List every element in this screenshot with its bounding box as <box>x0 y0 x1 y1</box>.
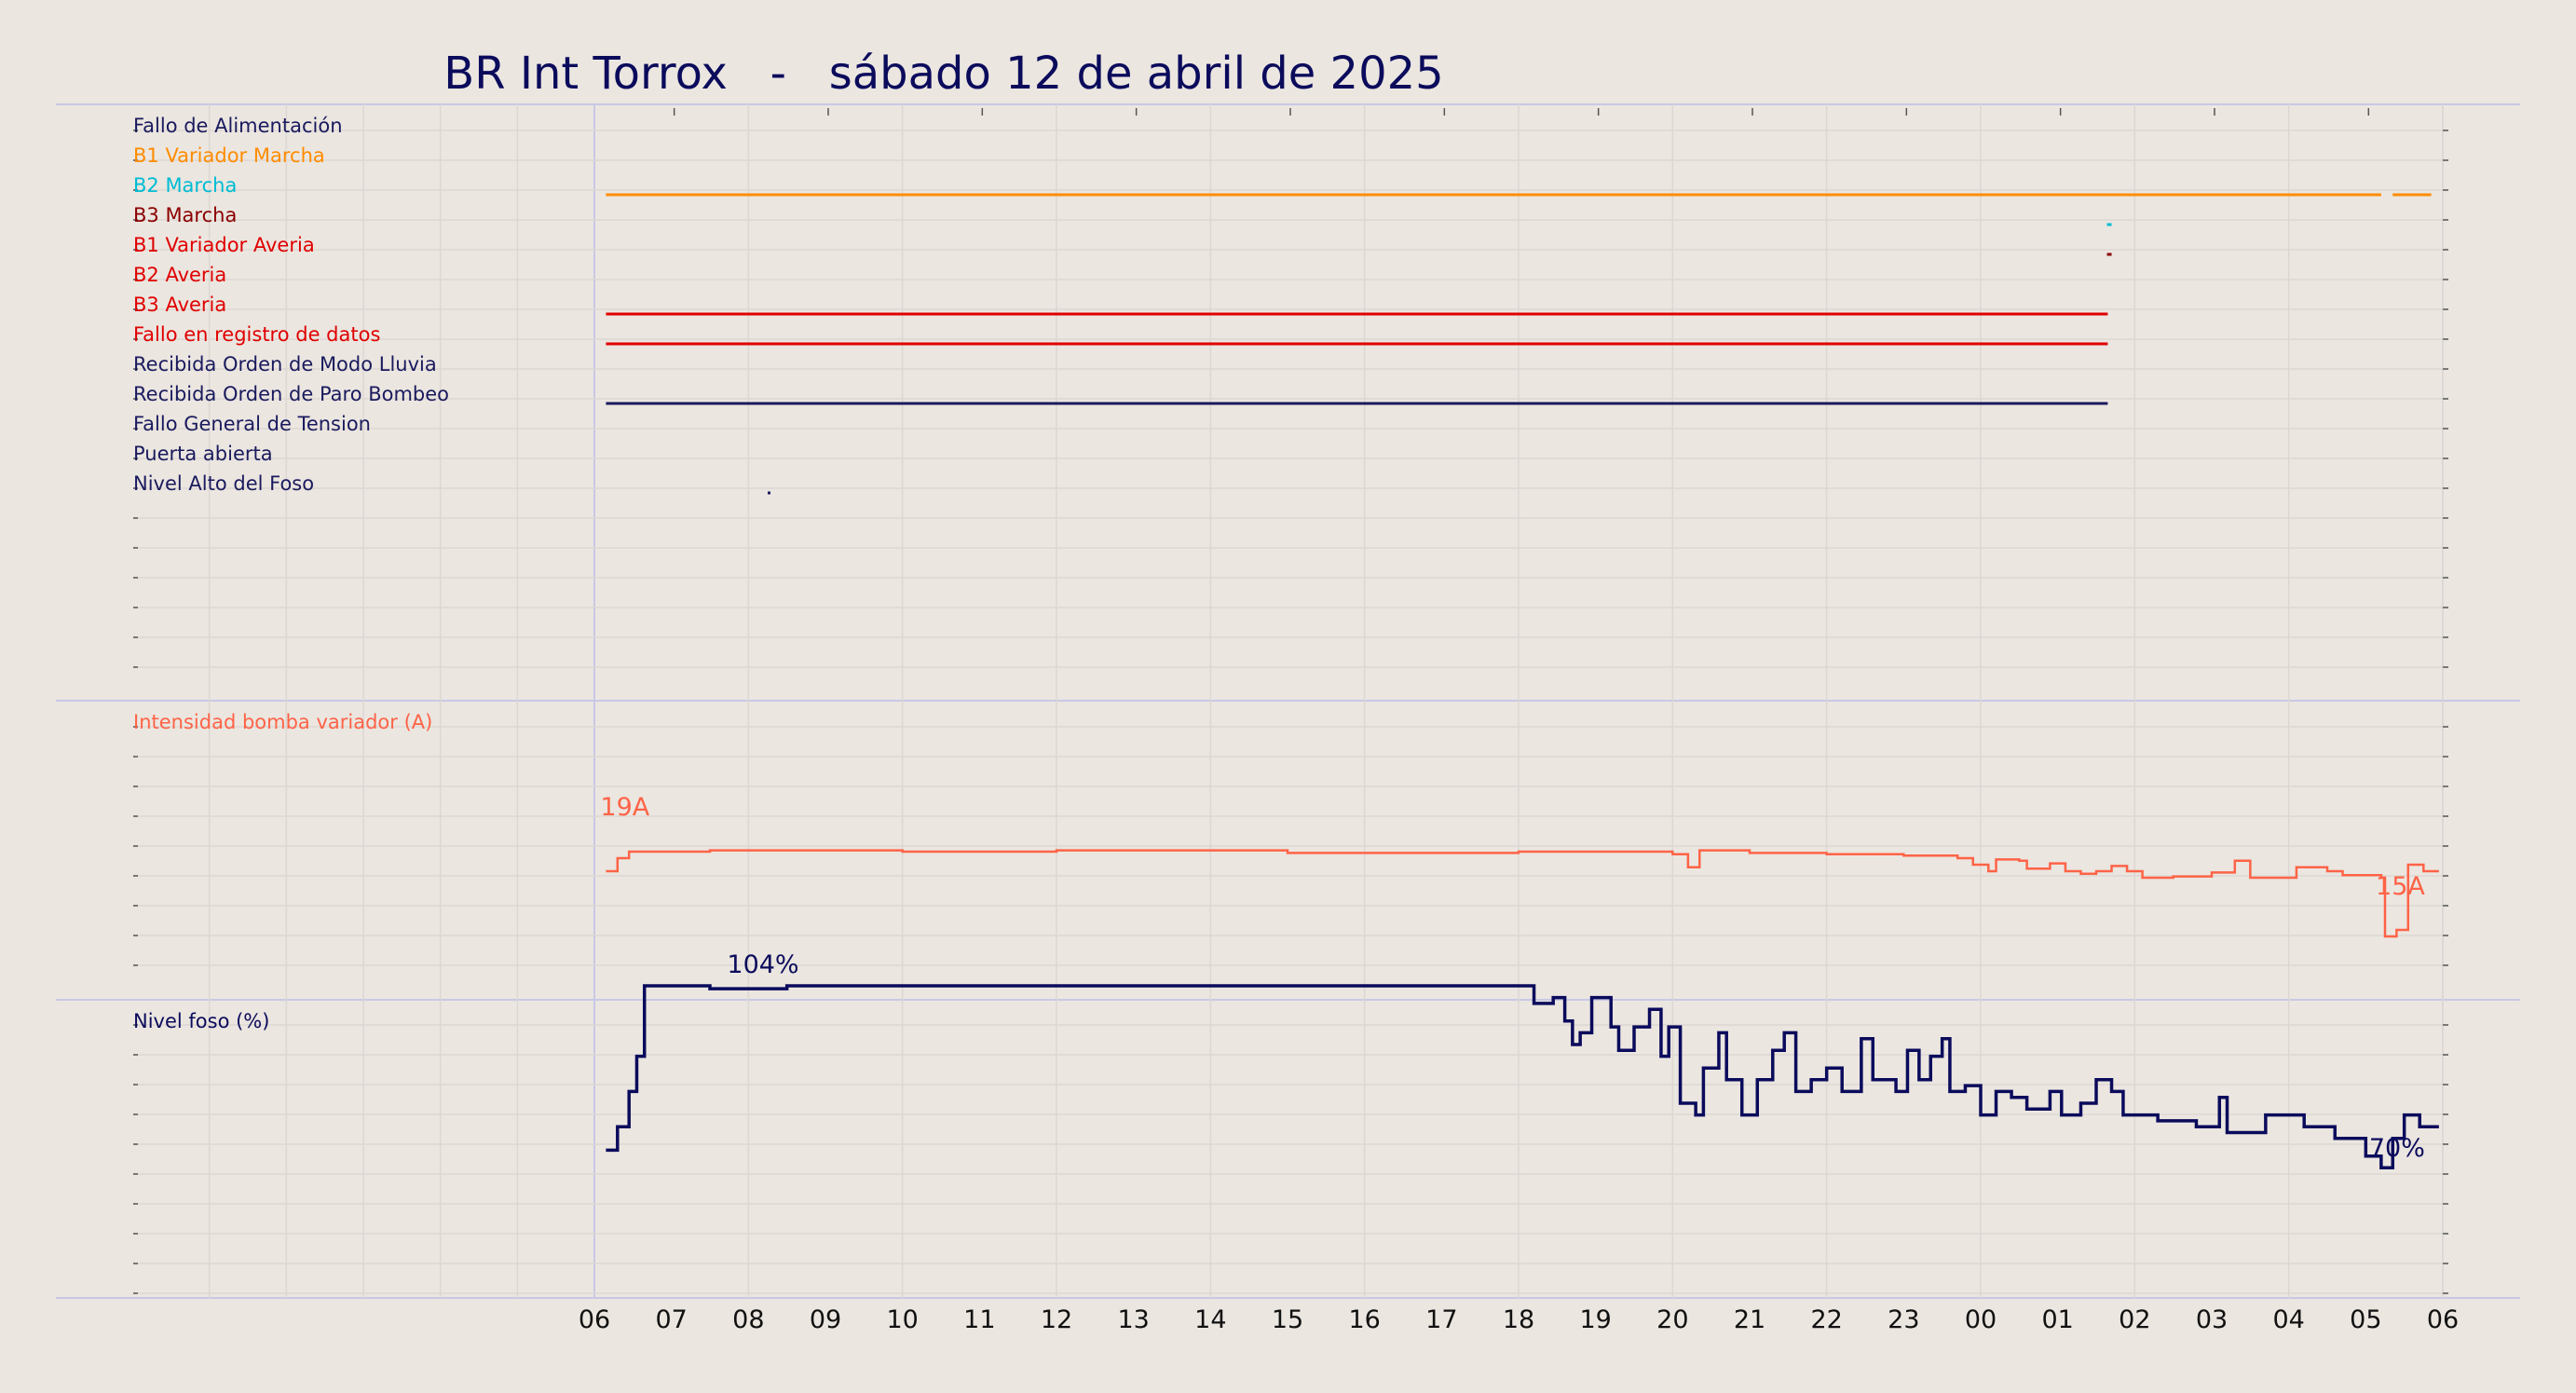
grid <box>133 104 2448 1298</box>
x-tick-label: 09 <box>810 1305 841 1334</box>
signal-label: B1 Variador Marcha <box>133 144 325 167</box>
signal-label: Nivel Alto del Foso <box>133 472 314 495</box>
x-tick-label: 10 <box>886 1305 918 1334</box>
x-tick-label: 07 <box>655 1305 687 1334</box>
signal-label: Fallo de Alimentación <box>133 115 343 137</box>
x-tick-label: 05 <box>2350 1305 2381 1334</box>
x-tick-label: 18 <box>1503 1305 1534 1334</box>
signal-label: Puerta abierta <box>133 443 273 465</box>
x-tick-label: 03 <box>2196 1305 2228 1334</box>
end-value-label: 15A <box>2376 872 2425 901</box>
signal-label: Fallo General de Tension <box>133 413 371 435</box>
signal-label: B2 Averia <box>133 264 226 286</box>
x-tick-label: 06 <box>2427 1305 2459 1334</box>
x-tick-label: 21 <box>1734 1305 1765 1334</box>
x-tick-label: 08 <box>732 1305 764 1334</box>
x-tick-label: 00 <box>1965 1305 1997 1334</box>
panel-backgrounds <box>56 103 2520 1299</box>
x-tick-label: 20 <box>1656 1305 1688 1334</box>
analog-series: Intensidad bomba variador (A) 19A 15A Nivel… <box>133 711 2439 1170</box>
series-line <box>606 849 2439 938</box>
x-tick-label: 01 <box>2041 1305 2073 1334</box>
chart-title: BR Int Torrox - sábado 12 de abril de 20… <box>443 48 1443 100</box>
signal-label: B3 Averia <box>133 294 226 316</box>
x-tick-label: 16 <box>1348 1305 1380 1334</box>
x-tick-label: 12 <box>1041 1305 1072 1334</box>
x-axis: 06 07 08 09 10 11 12 13 14 15 16 17 18 19 20 21 22 23 00 01… <box>579 1305 2459 1334</box>
start-value-label: 19A <box>600 793 649 822</box>
signal-label: Recibida Orden de Paro Bombeo <box>133 383 449 405</box>
x-tick-label: 06 <box>579 1305 610 1334</box>
signal-label: B1 Variador Averia <box>133 234 315 256</box>
series-label: Intensidad bomba variador (A) <box>133 711 432 733</box>
x-tick-label: 14 <box>1194 1305 1226 1334</box>
end-value-label: 70% <box>2369 1134 2425 1163</box>
signal-label: B2 Marcha <box>133 174 237 197</box>
signal-label: B3 Marcha <box>133 204 237 226</box>
series-line <box>606 984 2439 1170</box>
signal-timeline: Fallo de Alimentación B1 Variador Marcha B… <box>133 115 2432 495</box>
x-tick-label: 22 <box>1810 1305 1842 1334</box>
x-tick-label: 15 <box>1272 1305 1303 1334</box>
signal-label: Recibida Orden de Modo Lluvia <box>133 353 437 376</box>
x-tick-label: 13 <box>1117 1305 1149 1334</box>
series-label: Nivel foso (%) <box>133 1010 269 1032</box>
start-value-label: 104% <box>727 950 798 979</box>
signal-label: Fallo en registro de datos <box>133 323 380 346</box>
x-tick-label: 04 <box>2272 1305 2304 1334</box>
x-tick-label: 02 <box>2119 1305 2150 1334</box>
x-tick-label: 23 <box>1888 1305 1919 1334</box>
x-tick-label: 11 <box>963 1305 995 1334</box>
x-tick-label: 17 <box>1425 1305 1457 1334</box>
x-tick-label: 19 <box>1579 1305 1611 1334</box>
